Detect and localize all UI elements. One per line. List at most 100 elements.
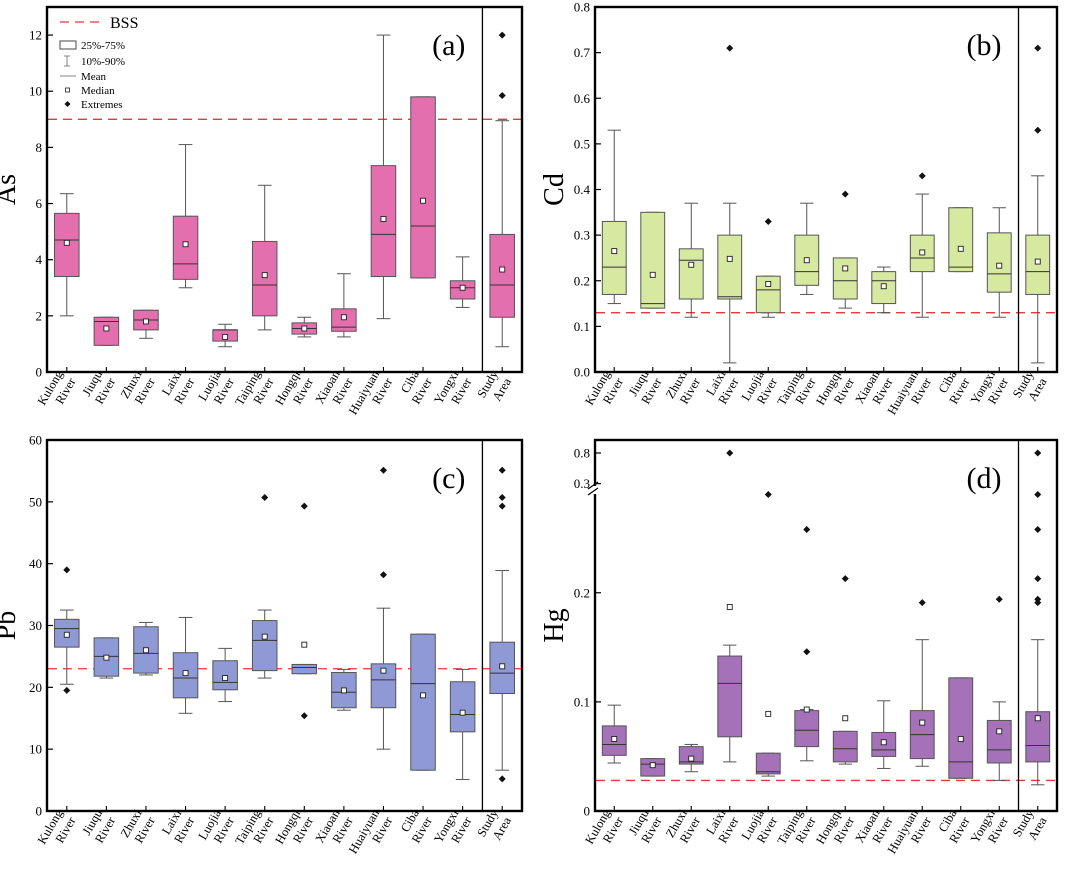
box-taiping-river (251, 494, 278, 679)
mean-marker (880, 739, 887, 746)
iqr-box (489, 641, 515, 695)
mean-marker (301, 325, 308, 332)
extreme-point (1034, 491, 1042, 499)
box-xiaoan-river (871, 266, 897, 314)
panel-tag: (d) (967, 462, 1002, 495)
mean-marker (63, 631, 70, 638)
mean-marker (499, 266, 506, 273)
y-tick-label: 0.3 (574, 476, 590, 491)
box-jiuqu-river (640, 758, 666, 777)
y-axis-title: Hg (539, 608, 570, 642)
mean-marker (143, 647, 149, 654)
y-tick-label: 0.0 (574, 365, 590, 380)
y-tick-label: 0 (36, 804, 43, 819)
mean-marker (842, 715, 849, 722)
box-kulong-river (601, 129, 627, 305)
box-kulong-river (54, 566, 80, 694)
box-ciba-river (948, 677, 974, 779)
box-study-area (489, 466, 515, 783)
y-tick-label: 0.1 (574, 319, 590, 334)
panel-frame (593, 438, 1059, 813)
legend-median-swatch (65, 87, 70, 93)
iqr-box (794, 710, 820, 748)
mean-marker (459, 709, 466, 716)
extreme-point (63, 686, 71, 694)
box-study-area (1025, 449, 1051, 786)
y-tick-label: 8 (36, 140, 43, 155)
extreme-point (498, 494, 506, 502)
panel-frame (45, 438, 524, 813)
box-yongxi-river (986, 207, 1012, 318)
extreme-point (726, 44, 734, 52)
y-tick-label: 20 (29, 680, 42, 695)
mean-marker (649, 762, 656, 769)
panel-frame (45, 5, 524, 374)
y-tick-label: 12 (29, 28, 42, 43)
extreme-point (803, 525, 811, 533)
box-jiuqu-river (640, 211, 666, 309)
y-tick-label: 6 (36, 196, 43, 211)
iqr-box (410, 96, 436, 279)
iqr-box (717, 234, 743, 300)
extreme-point (1034, 575, 1042, 583)
box-ciba-river (410, 633, 436, 771)
mean-marker (996, 262, 1003, 269)
y-tick-label: 0.8 (574, 0, 590, 15)
iqr-box (948, 677, 974, 779)
iqr-box (251, 240, 278, 317)
mean-marker (1034, 715, 1041, 722)
mean-marker (420, 197, 426, 204)
box-luojia-river (755, 491, 781, 777)
box-hongqi-river (832, 190, 858, 309)
y-tick-label: 0.7 (574, 45, 591, 60)
box-taiping-river (794, 202, 820, 295)
axis-break-mark (587, 487, 599, 496)
y-tick-label: 0 (36, 365, 43, 380)
y-tick-label: 10 (29, 742, 42, 757)
mean-marker (919, 719, 926, 726)
box-xiaoan-river (331, 273, 357, 338)
box-hongqi-river (832, 575, 858, 765)
y-tick-label: 0.4 (574, 182, 591, 197)
extreme-point (764, 491, 772, 499)
iqr-box (489, 233, 515, 318)
y-axis-title: Pb (0, 611, 22, 641)
extreme-point (498, 31, 506, 39)
mean-marker (499, 663, 506, 670)
box-yongxi-river (449, 668, 476, 780)
mean-marker (688, 755, 695, 762)
box-laixi-river (172, 144, 199, 289)
mean-marker (182, 241, 189, 248)
mean-marker (143, 318, 149, 325)
box-zhuxi-river (678, 743, 704, 773)
extreme-point (261, 494, 269, 502)
y-tick-label: 0.6 (574, 91, 591, 106)
legend-whisker-label: 10%-90% (81, 56, 125, 68)
y-tick-label: 4 (36, 252, 43, 267)
box-xiaoan-river (871, 700, 897, 769)
box-study-area (489, 31, 515, 348)
iqr-box (1025, 234, 1051, 295)
mean-marker (103, 654, 110, 661)
mean-marker (459, 284, 466, 291)
extreme-point (918, 172, 926, 180)
mean-marker (649, 271, 656, 278)
y-tick-label: 0.1 (574, 694, 590, 709)
extreme-point (841, 575, 849, 583)
iqr-box (986, 232, 1012, 293)
mean-marker (611, 248, 618, 255)
y-tick-label: 0.3 (574, 228, 590, 243)
